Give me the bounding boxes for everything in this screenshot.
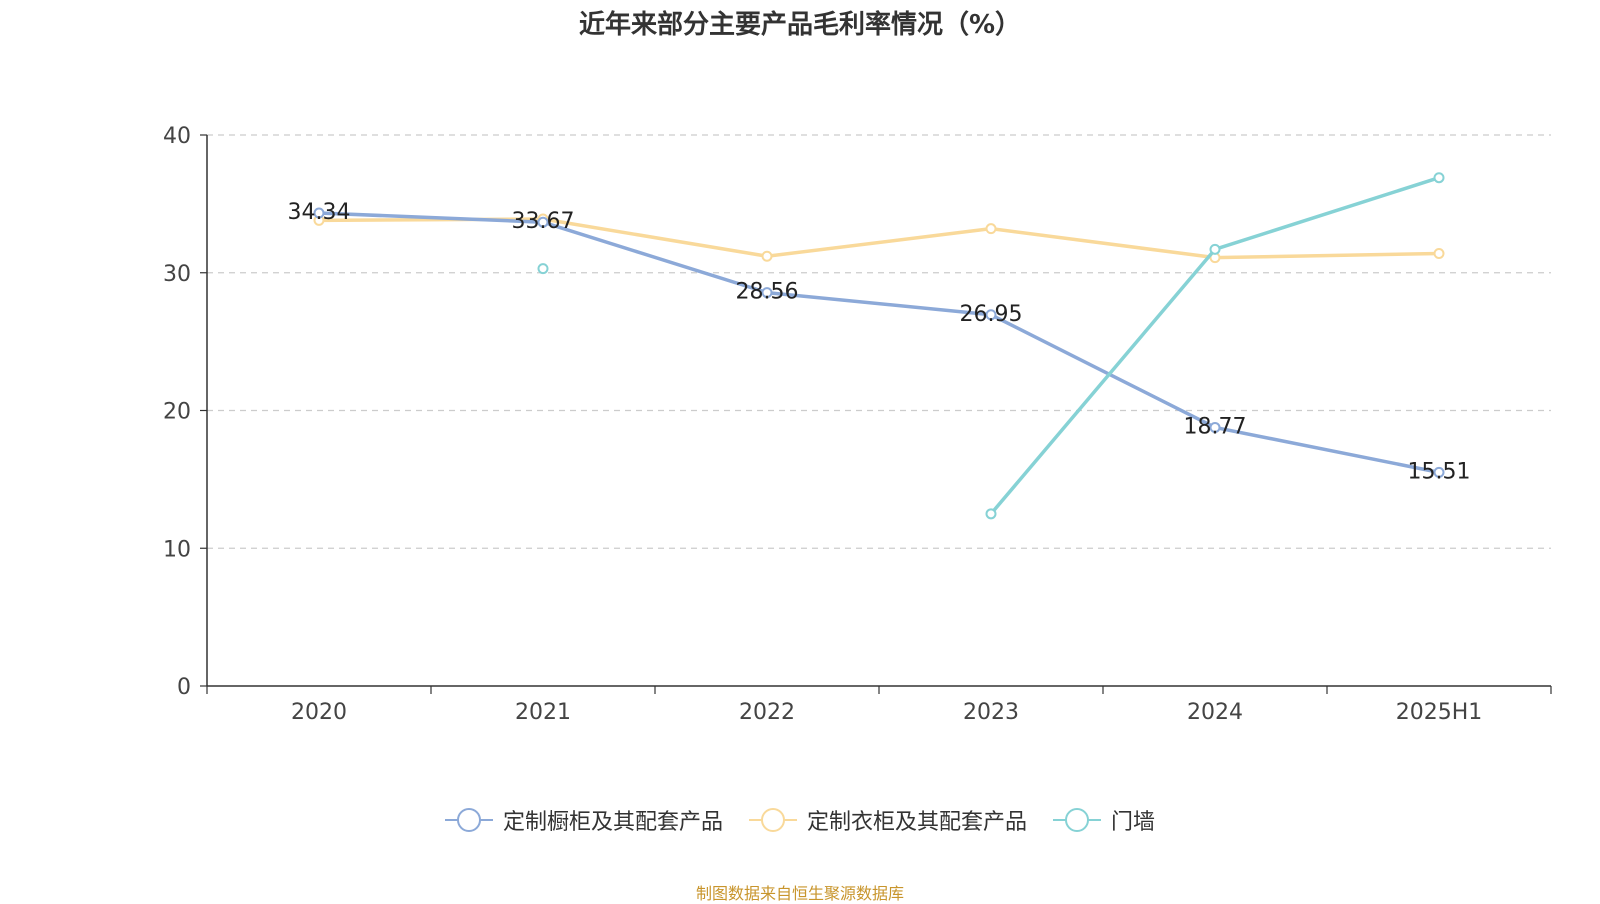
data-label: 18.77 (1184, 414, 1247, 439)
data-point (537, 263, 549, 275)
data-label: 26.95 (960, 302, 1023, 327)
series-line (317, 211, 1441, 475)
legend-label: 定制橱柜及其配套产品 (502, 810, 723, 835)
legend-circle-icon (1065, 808, 1089, 832)
data-label: 28.56 (736, 280, 799, 305)
x-tick-label: 2023 (963, 700, 1019, 725)
data-label: 33.67 (512, 209, 575, 234)
data-point (1209, 421, 1221, 433)
y-tick-label: 30 (163, 262, 191, 287)
data-point (985, 508, 997, 520)
x-tick-label: 2024 (1187, 700, 1243, 725)
y-tick-label: 40 (163, 124, 191, 149)
legend-label: 定制衣柜及其配套产品 (806, 810, 1027, 835)
data-label: 34.34 (288, 200, 351, 225)
line-chart: 0 10 20 30 40 2020 2021 2022 2023 2024 2025H1 34.34… (163, 124, 1552, 725)
series-1 (313, 213, 1445, 264)
legend-item-wardrobe[interactable]: 定制衣柜及其配套产品 (748, 804, 1027, 836)
data-point (1433, 247, 1445, 259)
series-0 (313, 207, 1445, 478)
data-point (1433, 172, 1445, 184)
data-point (985, 223, 997, 235)
data-point (1209, 243, 1221, 255)
data-point (761, 287, 773, 299)
legend-marker-door-wall (1053, 805, 1101, 835)
data-point (313, 207, 325, 219)
chart-legend: 定制橱柜及其配套产品 定制衣柜及其配套产品 门墙 (0, 804, 1600, 836)
series-2 (537, 172, 1445, 520)
data-point (761, 250, 773, 262)
legend-marker-cabinet (444, 805, 493, 835)
series-line (989, 175, 1441, 516)
legend-item-cabinet[interactable]: 定制橱柜及其配套产品 (444, 804, 723, 836)
legend-label: 门墙 (1111, 810, 1156, 835)
legend-marker-wardrobe (748, 805, 797, 835)
data-point (985, 309, 997, 321)
data-point (537, 216, 549, 228)
y-tick-label: 10 (163, 537, 191, 562)
y-tick-label: 0 (177, 675, 191, 700)
x-tick-label: 2022 (739, 700, 795, 725)
chart-title: 近年来部分主要产品毛利率情况（%） (578, 10, 1022, 40)
x-tick-label: 2025H1 (1396, 700, 1483, 725)
x-tick-label: 2021 (515, 700, 571, 725)
data-point (1433, 466, 1445, 478)
legend-item-door-wall[interactable]: 门墙 (1053, 804, 1155, 836)
data-label: 15.51 (1408, 459, 1471, 484)
legend-circle-icon (456, 808, 481, 832)
legend-circle-icon (760, 808, 785, 832)
y-tick-label: 20 (163, 400, 191, 425)
data-source-note: 制图数据来自恒生聚源数据库 (695, 884, 904, 903)
series-line (317, 217, 1441, 260)
x-tick-label: 2020 (291, 700, 347, 725)
